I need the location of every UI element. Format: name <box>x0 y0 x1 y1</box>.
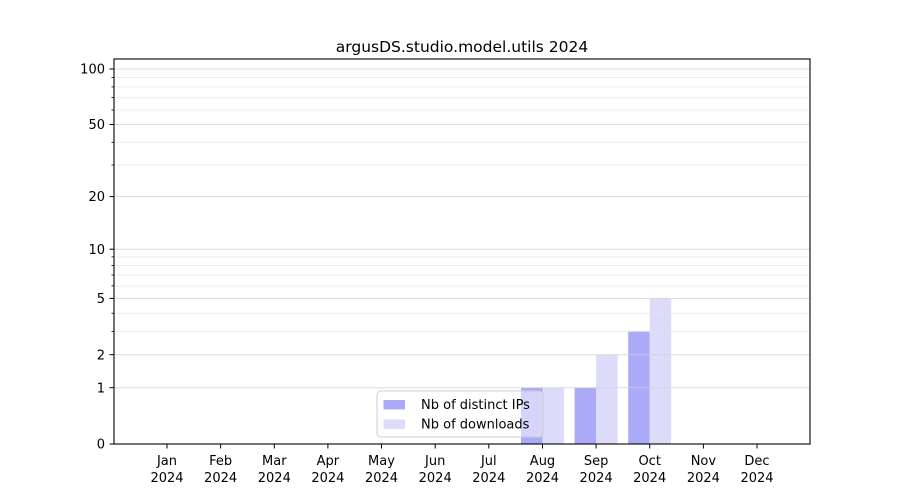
y-tick-label-20: 20 <box>88 190 105 205</box>
legend-box <box>376 390 544 438</box>
y-tick-label-10: 10 <box>88 243 105 258</box>
y-tick-label-1: 1 <box>97 381 105 396</box>
x-tick-label-year-sep: 2024 <box>580 471 613 486</box>
x-tick-label-month-sep: Sep <box>584 454 609 469</box>
axes-layer: 0 1 2 5 10 20 50 100 Jan 2024 Feb 2024 Mar 2024 Apr 202… <box>80 58 811 486</box>
x-tick-label-year-feb: 2024 <box>204 471 237 486</box>
y-tick-label-2: 2 <box>97 348 105 363</box>
bar-nb-of-distinct-ips-sep <box>574 387 597 444</box>
x-tick-label-month-feb: Feb <box>209 454 232 469</box>
legend-swatch-nb-of-downloads <box>383 419 405 429</box>
gridlines-layer <box>114 68 810 389</box>
x-tick-label-month-jun: Jun <box>424 454 445 469</box>
x-tick-label-month-jan: Jan <box>156 454 177 469</box>
bar-nb-of-downloads-oct <box>649 298 672 444</box>
x-tick-label-year-dec: 2024 <box>740 471 773 486</box>
bar-nb-of-downloads-aug <box>542 387 564 444</box>
x-tick-label-month-apr: Apr <box>317 454 340 469</box>
y-tick-label-0: 0 <box>97 438 105 453</box>
plot-border <box>113 58 811 445</box>
x-tick-label-month-oct: Oct <box>638 454 660 469</box>
x-tick-label-month-nov: Nov <box>691 454 717 469</box>
x-tick-label-year-jul: 2024 <box>472 471 505 486</box>
bar-nb-of-downloads-sep <box>596 354 618 444</box>
legend-label-nb-of-distinct-ips: Nb of distinct IPs <box>421 398 530 413</box>
x-tick-label-year-apr: 2024 <box>311 471 344 486</box>
x-tick-label-year-jun: 2024 <box>419 471 452 486</box>
x-tick-label-month-aug: Aug <box>530 454 555 469</box>
y-tick-label-50: 50 <box>88 118 105 133</box>
x-tick-label-year-may: 2024 <box>365 471 398 486</box>
legend-label-nb-of-downloads: Nb of downloads <box>421 418 530 433</box>
x-tick-label-month-may: May <box>368 454 395 469</box>
x-tick-label-month-mar: Mar <box>262 454 287 469</box>
x-tick-label-year-jan: 2024 <box>150 471 183 486</box>
legend-swatch-nb-of-distinct-ips <box>383 400 405 410</box>
legend: Nb of distinct IPs Nb of downloads <box>376 390 544 438</box>
x-tick-label-year-nov: 2024 <box>687 471 720 486</box>
x-tick-label-month-dec: Dec <box>744 454 769 469</box>
x-tick-label-year-aug: 2024 <box>526 471 559 486</box>
y-tick-label-5: 5 <box>97 292 105 307</box>
x-tick-label-year-oct: 2024 <box>633 471 666 486</box>
y-tick-label-100: 100 <box>80 63 105 78</box>
x-tick-label-year-mar: 2024 <box>258 471 291 486</box>
chart-title: argusDS.studio.model.utils 2024 <box>336 38 588 56</box>
x-tick-label-month-jul: Jul <box>480 454 497 469</box>
